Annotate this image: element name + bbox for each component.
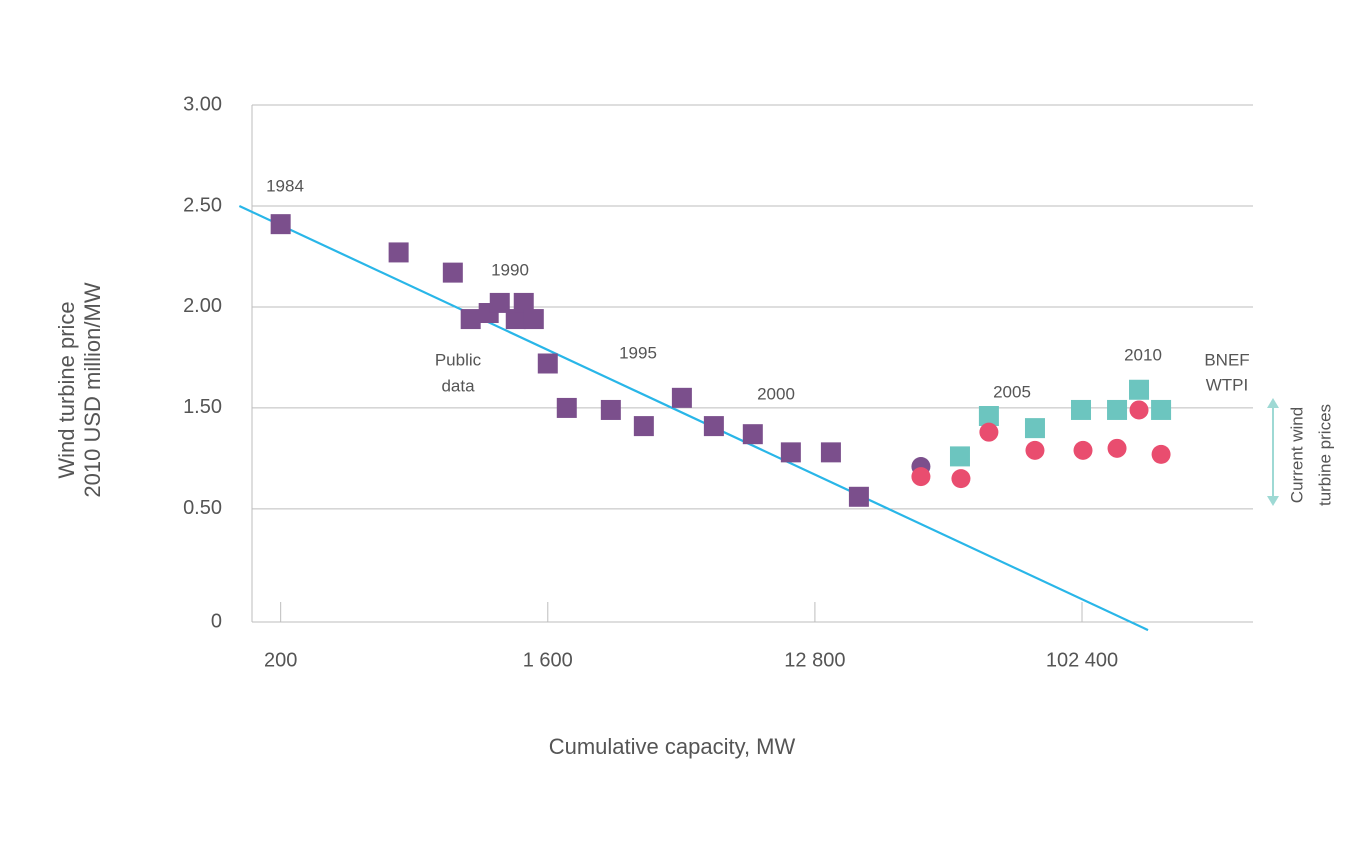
square-point	[1024, 418, 1045, 439]
square-point	[270, 214, 291, 235]
circle-point	[1151, 444, 1171, 464]
circle-point	[979, 422, 999, 442]
square-point	[388, 242, 409, 263]
range-arrow	[1267, 398, 1279, 506]
square-point	[1107, 399, 1128, 420]
y-tick-label: 1.50	[183, 396, 222, 418]
circle-point	[1129, 400, 1149, 420]
annotation: turbine prices	[1315, 404, 1334, 506]
square-point	[1129, 379, 1150, 400]
annotation: 2000	[757, 384, 795, 403]
square-point	[460, 309, 481, 330]
annotation: 1990	[491, 260, 529, 279]
arrow-head	[1267, 496, 1279, 506]
square-point	[848, 486, 869, 507]
circle-point	[1073, 440, 1093, 460]
annotation: Current wind	[1287, 407, 1306, 503]
circle-point	[1025, 440, 1045, 460]
circle-point	[1107, 438, 1127, 458]
trend-line	[238, 204, 1149, 632]
square-point	[703, 416, 724, 437]
annotation: 1984	[266, 176, 304, 195]
annotation: data	[441, 376, 475, 395]
square-point	[513, 292, 534, 313]
x-tick-label: 12 800	[784, 649, 845, 671]
y-tick-label: 0.50	[183, 497, 222, 519]
annotation: 2005	[993, 382, 1031, 401]
square-point	[600, 399, 621, 420]
x-tick-label: 1 600	[523, 649, 573, 671]
annotation: 2010	[1124, 345, 1162, 364]
square-point	[556, 397, 577, 418]
arrow-head	[1267, 398, 1279, 408]
square-point	[489, 292, 510, 313]
square-point	[978, 406, 999, 427]
square-point	[442, 262, 463, 283]
square-point	[523, 309, 544, 330]
circle-point	[951, 469, 971, 489]
annotation: WTPI	[1206, 375, 1249, 394]
y-tick-label: 0	[211, 610, 222, 632]
annotation: BNEF	[1204, 350, 1249, 369]
circle-point	[911, 467, 931, 487]
square-point	[820, 442, 841, 463]
y-tick-label: 3.00	[183, 93, 222, 115]
square-point	[780, 442, 801, 463]
square-point	[633, 416, 654, 437]
square-point	[671, 387, 692, 408]
square-point	[1071, 399, 1092, 420]
plot: 3.00 2.50 2.00 1.50 0.50 0 200 1 600 12 800 102 4…	[183, 93, 1253, 671]
square-point	[949, 446, 970, 467]
x-axis-title: Cumulative capacity, MW	[549, 734, 796, 759]
square-point	[742, 424, 763, 445]
y-axis-title: Wind turbine price	[54, 301, 79, 478]
y-tick-label: 2.50	[183, 194, 222, 216]
square-point	[537, 353, 558, 374]
square-point	[505, 309, 526, 330]
annotation: Public	[435, 350, 482, 369]
square-point	[1151, 399, 1172, 420]
annotation: 1995	[619, 343, 657, 362]
y-tick-label: 2.00	[183, 295, 222, 317]
x-tick-label: 200	[264, 649, 297, 671]
y-axis-title: 2010 USD million/MW	[80, 282, 105, 497]
x-tick-label: 102 400	[1046, 649, 1118, 671]
